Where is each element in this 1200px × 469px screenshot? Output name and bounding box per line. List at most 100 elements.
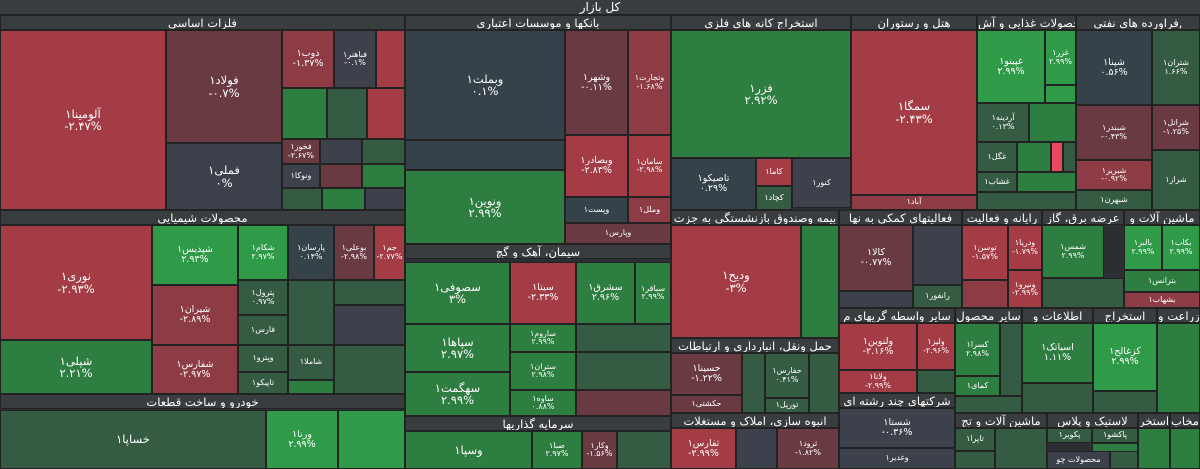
stock-tile[interactable]: حفارس۱ ۰.۴۱% — [765, 353, 809, 398]
stock-tile[interactable] — [576, 352, 671, 390]
stock-tile[interactable] — [839, 291, 913, 308]
stock-tile[interactable] — [334, 345, 405, 394]
stock-tile[interactable]: شیران۱ -۲.۸۹% — [152, 285, 238, 345]
stock-tile[interactable]: سشرق۱ ۲.۹۶% — [576, 262, 635, 324]
stock-tile[interactable]: سمگا۱ -۲.۴۳% — [851, 30, 977, 195]
sector-header-power[interactable]: عرضه برق، گاز — [1042, 210, 1124, 225]
stock-tile[interactable] — [617, 431, 671, 469]
stock-tile[interactable] — [1051, 142, 1063, 172]
stock-tile[interactable]: شراتل۱ -۱.۲۵% — [1152, 105, 1200, 150]
stock-tile[interactable]: شپنا۱ ۰.۵۶% — [1076, 30, 1152, 105]
stock-tile[interactable] — [1000, 323, 1022, 396]
stock-tile[interactable]: کنور۱ — [792, 158, 851, 208]
stock-tile[interactable]: ورنا۱ ۲.۹۹% — [266, 410, 338, 469]
stock-tile[interactable]: شبندر۱ -۰.۴۳% — [1076, 105, 1152, 160]
stock-tile[interactable]: سهگمت۱ ۲.۹۹% — [405, 372, 510, 416]
sector-header-telecom[interactable]: مخاب — [1170, 413, 1200, 428]
stock-tile[interactable] — [1022, 383, 1093, 413]
sector-header-otherprod[interactable]: سایر محصول — [955, 308, 1022, 323]
stock-tile[interactable]: پکویر۱ — [1047, 428, 1092, 443]
stock-tile[interactable]: وسپا۱ — [405, 431, 532, 469]
sector-header-agri[interactable]: زراعت و — [1157, 308, 1200, 323]
stock-tile[interactable]: اسیاتک۱ ۱.۱۱% — [1022, 323, 1093, 383]
stock-tile[interactable]: شمس۱ ۲.۹۹% — [1042, 225, 1104, 278]
stock-tile[interactable] — [365, 188, 405, 210]
stock-tile[interactable]: فباهنر۱ -۰.۱% — [334, 30, 376, 88]
stock-tile[interactable]: ولیز۱ -۲.۹۶% — [917, 323, 955, 370]
stock-tile[interactable] — [1157, 323, 1200, 413]
stock-tile[interactable]: شپدیس۱ ۲.۹۳% — [152, 225, 238, 285]
stock-tile[interactable]: وغدیر۱ — [839, 448, 955, 469]
stock-tile[interactable]: وکار۱ -۱.۵۶% — [582, 431, 617, 469]
stock-tile[interactable] — [1138, 428, 1170, 469]
stock-tile[interactable]: کمای۱ — [955, 376, 1000, 396]
stock-tile[interactable] — [376, 30, 405, 88]
sector-header-build[interactable]: انبوه سازی، املاک و مستغلات — [671, 413, 839, 428]
stock-tile[interactable]: سصوفی۱ ۳% — [405, 262, 510, 324]
stock-tile[interactable] — [995, 428, 1047, 469]
stock-tile[interactable] — [320, 139, 362, 164]
stock-tile[interactable]: ودریا۱ -۱.۷۹% — [1008, 225, 1042, 270]
stock-tile[interactable]: پترول۱ ۰.۹۷% — [238, 280, 288, 315]
sector-header-info[interactable]: اطلاعات و — [1022, 308, 1093, 323]
stock-tile[interactable]: ونوین۱ ۲.۹۹% — [405, 170, 565, 244]
stock-tile[interactable]: تاپیکو۱ — [238, 372, 288, 394]
sector-header-mining[interactable]: استخراج کانه های فلزی — [671, 15, 851, 30]
stock-tile[interactable]: وشهر۱ -۰.۱۱% — [565, 30, 628, 135]
stock-tile[interactable]: فارس۱ — [238, 315, 288, 345]
stock-tile[interactable]: کزغالج۱ ۲.۹۹% — [1093, 323, 1157, 391]
sector-header-diverse[interactable]: شرکتهای چند رشته ای — [839, 393, 955, 408]
stock-tile[interactable]: آردینه۱ ۰.۱۳% — [977, 103, 1029, 142]
stock-tile[interactable] — [955, 451, 995, 469]
stock-tile[interactable]: حکشتی۱ — [671, 395, 742, 413]
stock-tile[interactable] — [913, 225, 962, 285]
stock-tile[interactable]: غپینو۱ ۲.۹۹% — [977, 30, 1045, 103]
stock-tile[interactable]: شپلی۱ ۲.۲۱% — [0, 340, 152, 394]
stock-tile[interactable] — [1017, 142, 1051, 172]
stock-tile[interactable]: شبهرن۱ — [1076, 190, 1152, 210]
stock-tile[interactable] — [742, 353, 765, 413]
stock-tile[interactable] — [288, 380, 334, 394]
sector-header-cement[interactable]: سیمان، آهک و گچ — [405, 244, 671, 259]
sector-header-utility[interactable]: رایانه و فعالیت — [962, 210, 1042, 225]
stock-tile[interactable]: تورپل۱ — [765, 398, 809, 413]
stock-tile[interactable] — [1045, 85, 1076, 103]
sector-header-metals[interactable]: فلزات اساسی — [0, 15, 405, 30]
stock-tile[interactable]: خساپا۱ — [0, 410, 266, 469]
stock-tile[interactable] — [1093, 391, 1157, 413]
sector-header-hotel[interactable]: هتل و رستوران — [851, 15, 977, 30]
stock-tile[interactable]: غزر۱ ۲.۹۹% — [1045, 30, 1076, 85]
stock-tile[interactable] — [338, 410, 405, 469]
sector-header-insurance[interactable]: بیمه وصندوق بازنشستگی به جزت — [671, 210, 839, 225]
stock-tile[interactable]: بترانس۱ — [1124, 270, 1200, 292]
stock-tile[interactable] — [327, 88, 367, 139]
stock-tile[interactable]: ذوب۱ -۱.۳۷% — [282, 30, 334, 88]
stock-tile[interactable] — [962, 280, 1008, 308]
stock-tile[interactable]: کاما۱ — [756, 158, 792, 186]
stock-tile[interactable]: شستا۱ -۰.۳۶% — [839, 408, 955, 448]
stock-tile[interactable] — [322, 188, 365, 210]
stock-tile[interactable]: وبملت۱ ۰.۱% — [405, 30, 565, 140]
stock-tile[interactable] — [576, 390, 671, 416]
stock-tile[interactable] — [405, 140, 565, 170]
stock-tile[interactable]: شاملا۱ — [288, 345, 334, 380]
stock-tile[interactable]: وپارس۱ — [565, 223, 671, 244]
stock-tile[interactable] — [334, 305, 405, 345]
stock-tile[interactable]: بشهاب۱ — [1124, 292, 1200, 308]
stock-tile[interactable] — [1042, 278, 1124, 308]
stock-tile[interactable]: بکاب۱ ۲.۹۹% — [1162, 225, 1200, 270]
stock-tile[interactable] — [1063, 142, 1076, 172]
sector-header-food[interactable]: محصولات غذایی و آش — [977, 15, 1076, 30]
stock-tile[interactable]: ثفارس۱ -۲.۹۹% — [671, 428, 736, 469]
stock-tile[interactable]: صبا۱ ۲.۹۷% — [532, 431, 582, 469]
stock-tile[interactable]: وتجارت۱ -۱.۶۸% — [628, 30, 671, 135]
stock-tile[interactable]: وپست۱ — [565, 197, 628, 223]
stock-tile[interactable]: ونیرو۱ -۲.۹۹% — [1008, 270, 1042, 308]
stock-tile[interactable]: سپاها۱ ۲.۹۷% — [405, 324, 510, 372]
stock-tile[interactable]: نوری۱ -۲.۹۳% — [0, 225, 152, 340]
sector-header-oil[interactable]: فراورده های نفتی, — [1076, 15, 1200, 30]
stock-tile[interactable]: غگل۱ — [977, 142, 1017, 172]
stock-tile[interactable]: ستران۱ ۲.۹۸% — [510, 352, 576, 390]
sector-header-multi[interactable]: سایر واسطه گریهای م — [839, 308, 955, 323]
stock-tile[interactable]: فملی۱ ۰% — [166, 143, 282, 210]
